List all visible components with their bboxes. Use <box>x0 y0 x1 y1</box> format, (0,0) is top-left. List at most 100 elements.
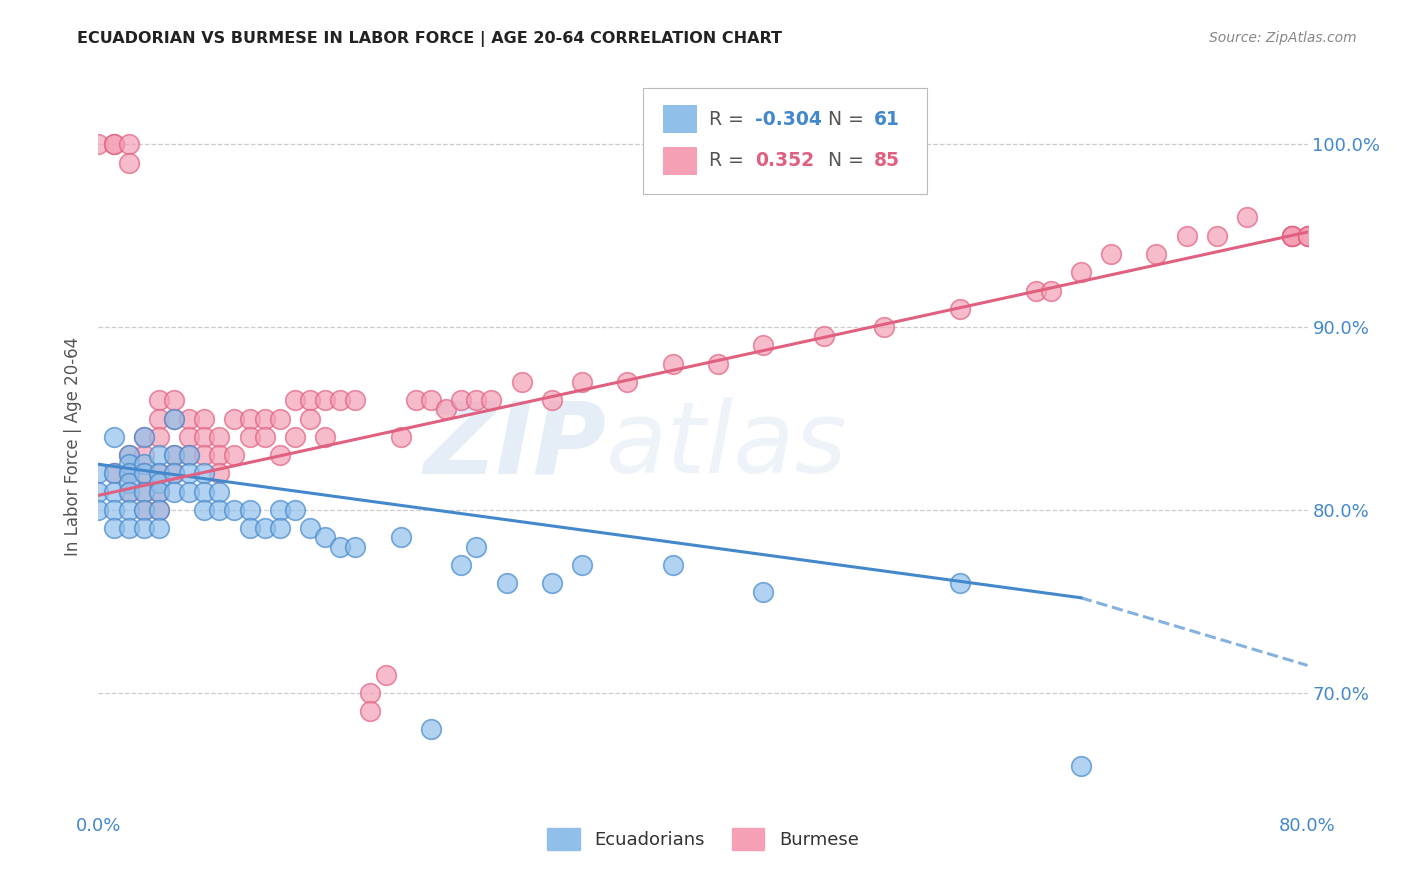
Point <box>118 521 141 535</box>
Point <box>481 393 503 408</box>
Point <box>495 576 517 591</box>
Point <box>420 393 443 408</box>
Point <box>193 484 215 499</box>
Point <box>148 484 170 499</box>
Point <box>434 402 457 417</box>
Text: -0.304: -0.304 <box>755 110 823 128</box>
Point <box>103 137 125 152</box>
FancyBboxPatch shape <box>664 105 697 133</box>
Point <box>450 393 472 408</box>
Point <box>163 467 186 481</box>
Point <box>179 448 201 462</box>
Point <box>132 448 155 462</box>
Point <box>269 521 291 535</box>
Point <box>208 448 231 462</box>
Point <box>132 503 155 517</box>
Point <box>374 667 396 681</box>
Point <box>224 503 246 517</box>
Point <box>239 411 262 425</box>
Point <box>344 540 367 554</box>
FancyBboxPatch shape <box>643 87 927 194</box>
Point <box>344 393 367 408</box>
FancyBboxPatch shape <box>664 147 697 175</box>
Point <box>87 484 110 499</box>
Point <box>949 301 972 316</box>
Point <box>193 503 215 517</box>
Point <box>299 521 322 535</box>
Point <box>253 430 276 444</box>
Point <box>329 393 352 408</box>
Point <box>1070 265 1092 279</box>
Point <box>148 430 170 444</box>
Point <box>118 448 141 462</box>
Point <box>465 393 488 408</box>
Point <box>1236 211 1258 225</box>
Point <box>132 484 155 499</box>
Point <box>193 467 215 481</box>
Point <box>103 137 125 152</box>
Text: Source: ZipAtlas.com: Source: ZipAtlas.com <box>1209 31 1357 45</box>
Point <box>224 448 246 462</box>
Point <box>1281 228 1303 243</box>
Point <box>450 558 472 572</box>
Point <box>148 475 170 490</box>
Point <box>239 430 262 444</box>
Point <box>118 475 141 490</box>
Point <box>193 411 215 425</box>
Point <box>132 430 155 444</box>
Point <box>239 503 262 517</box>
Point <box>179 411 201 425</box>
Point <box>510 375 533 389</box>
Point <box>752 585 775 599</box>
Point <box>389 530 412 544</box>
Point <box>148 448 170 462</box>
Point <box>616 375 638 389</box>
Point <box>208 484 231 499</box>
Point <box>314 393 336 408</box>
Point <box>118 484 141 499</box>
Point <box>1296 228 1319 243</box>
Point <box>148 503 170 517</box>
Point <box>148 411 170 425</box>
Point <box>87 137 110 152</box>
Point <box>360 686 382 700</box>
Point <box>284 393 307 408</box>
Point <box>813 329 835 343</box>
Text: 0.352: 0.352 <box>755 152 814 170</box>
Point <box>148 503 170 517</box>
Point <box>163 448 186 462</box>
Point <box>103 503 125 517</box>
Point <box>1296 228 1319 243</box>
Point <box>118 458 141 472</box>
Text: N =: N = <box>828 152 863 170</box>
Text: N =: N = <box>828 110 863 128</box>
Point <box>284 430 307 444</box>
Point <box>420 723 443 737</box>
Point <box>132 521 155 535</box>
Point <box>208 503 231 517</box>
Text: ZIP: ZIP <box>423 398 606 494</box>
Point <box>269 448 291 462</box>
Point <box>314 530 336 544</box>
Point <box>405 393 427 408</box>
Point <box>1024 284 1046 298</box>
Point <box>661 558 683 572</box>
Point <box>1039 284 1062 298</box>
Point <box>179 467 201 481</box>
Point <box>269 503 291 517</box>
Point <box>118 484 141 499</box>
Point <box>179 448 201 462</box>
Point <box>873 320 896 334</box>
Point <box>163 393 186 408</box>
Point <box>193 430 215 444</box>
Point <box>103 467 125 481</box>
Point <box>103 430 125 444</box>
Point <box>163 411 186 425</box>
Point <box>118 467 141 481</box>
Point <box>132 484 155 499</box>
Point <box>132 467 155 481</box>
Point <box>132 467 155 481</box>
Point <box>269 411 291 425</box>
Point <box>571 375 593 389</box>
Point <box>299 411 322 425</box>
